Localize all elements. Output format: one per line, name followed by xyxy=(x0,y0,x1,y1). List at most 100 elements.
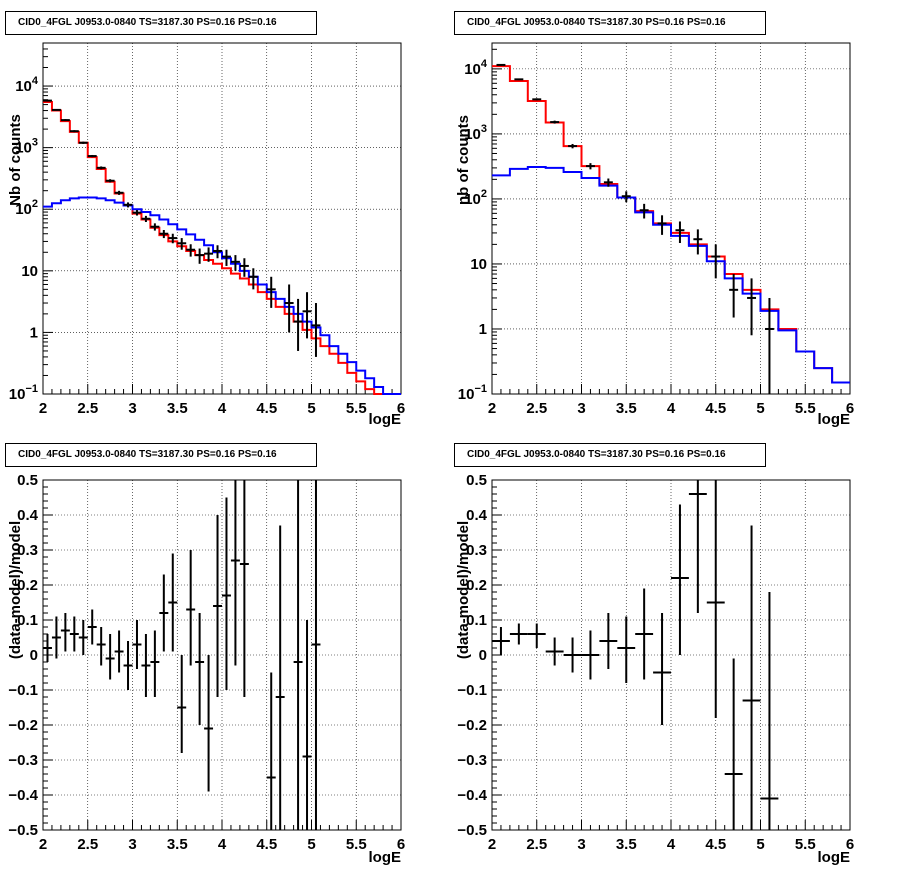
data-point xyxy=(492,627,510,655)
data-point xyxy=(509,623,528,645)
data-point xyxy=(132,620,142,669)
data-point xyxy=(764,297,774,394)
data-point xyxy=(311,303,321,357)
y-tick-label: 10−1 xyxy=(458,383,487,403)
x-tick-label: 6 xyxy=(846,400,854,417)
x-tick-label: 3 xyxy=(128,400,136,417)
data-point xyxy=(653,613,671,725)
data-point xyxy=(114,190,124,195)
y-tick-label: −0.2 xyxy=(457,717,487,734)
data-point xyxy=(43,99,52,102)
data-point xyxy=(96,166,106,170)
data-point xyxy=(532,98,542,101)
chart-title: CID0_4FGL J0953.0-0840 TS=3187.30 PS=0.1… xyxy=(454,443,766,467)
data-point xyxy=(747,278,757,336)
data-point xyxy=(222,249,231,266)
y-tick-label: −0.1 xyxy=(8,682,38,699)
x-tick-label: 5 xyxy=(307,400,315,417)
data-point xyxy=(581,630,600,680)
x-tick-label: 5.5 xyxy=(795,836,816,853)
y-axis-label: (data-model)/model xyxy=(455,521,472,659)
data-point xyxy=(599,613,618,669)
y-axis-label: (data-model)/model xyxy=(7,521,24,659)
histogram-line-2 xyxy=(492,165,850,384)
plot-frame xyxy=(42,42,402,395)
chart-title: CID0_4FGL J0953.0-0840 TS=3187.30 PS=0.1… xyxy=(5,443,317,467)
x-tick-label: 5.5 xyxy=(795,400,816,417)
data-point xyxy=(293,480,303,830)
data-point xyxy=(168,233,178,244)
data-point xyxy=(123,202,133,208)
data-point xyxy=(302,292,312,339)
data-point xyxy=(545,637,564,666)
x-tick-label: 3 xyxy=(128,836,136,853)
data-point xyxy=(230,480,240,666)
y-tick-label: −0.4 xyxy=(457,787,487,804)
x-axis-label: logE xyxy=(369,411,402,428)
data-point xyxy=(496,63,506,66)
data-point xyxy=(43,634,52,662)
y-tick-label: 0.2 xyxy=(466,577,487,594)
y-axis-label: Nb of counts xyxy=(7,114,24,206)
data-point xyxy=(87,154,97,158)
x-tick-label: 2.5 xyxy=(77,400,98,417)
data-point xyxy=(204,247,214,262)
data-point xyxy=(527,623,546,648)
y-tick-label: 103 xyxy=(15,137,38,157)
data-point xyxy=(132,210,142,216)
data-point xyxy=(239,258,249,277)
data-point xyxy=(639,203,649,219)
y-tick-label: −0.5 xyxy=(457,822,487,839)
x-tick-label: 2 xyxy=(488,400,496,417)
x-tick-label: 4.5 xyxy=(256,400,277,417)
data-point xyxy=(585,163,595,170)
data-point xyxy=(671,504,689,655)
x-tick-label: 4.5 xyxy=(705,400,726,417)
chart-panel-3: 2 2.5 3 3.5 4 4.5 5 5.5 6 −0.5 −0.4 −0.3 −0.2 −0.1 0 0.… xyxy=(7,472,405,866)
data-point xyxy=(621,191,631,203)
x-tick-label: 3.5 xyxy=(616,836,637,853)
y-tick-label: 0.1 xyxy=(466,612,487,629)
y-tick-label: 10−1 xyxy=(9,383,38,403)
chart-panel-2: 2 2.5 3 3.5 4 4.5 5 5.5 6 10−1 1 10 102 103 104 logE nb … xyxy=(455,42,854,428)
y-axis-label: nb of counts xyxy=(455,115,472,205)
data-point xyxy=(141,634,151,697)
data-point xyxy=(729,274,739,318)
data-point xyxy=(195,248,205,264)
x-tick-label: 4 xyxy=(218,400,227,417)
data-point xyxy=(51,108,61,111)
data-point xyxy=(706,480,725,718)
data-point xyxy=(195,613,205,725)
y-tick-label: 10 xyxy=(470,256,487,273)
data-point xyxy=(87,609,97,645)
data-point xyxy=(311,480,321,830)
x-tick-label: 2 xyxy=(39,836,47,853)
data-point xyxy=(177,655,187,753)
y-tick-label: 0.3 xyxy=(17,542,38,559)
data-point xyxy=(69,130,79,133)
data-point xyxy=(141,215,151,223)
data-point xyxy=(213,515,222,697)
data-point xyxy=(96,627,106,666)
data-point xyxy=(693,229,703,255)
data-point xyxy=(168,553,178,652)
data-point xyxy=(186,550,196,666)
data-point xyxy=(230,255,240,271)
x-tick-label: 6 xyxy=(397,400,405,417)
data-point xyxy=(302,620,312,830)
y-tick-label: 104 xyxy=(15,75,39,95)
x-tick-label: 4.5 xyxy=(705,836,726,853)
data-point xyxy=(675,221,685,243)
data-point xyxy=(186,244,196,257)
x-tick-label: 3.5 xyxy=(616,400,637,417)
x-tick-label: 4 xyxy=(667,400,676,417)
x-tick-label: 2.5 xyxy=(77,836,98,853)
data-point xyxy=(213,245,222,259)
data-point xyxy=(177,238,187,250)
x-axis-label: logE xyxy=(369,849,402,866)
x-tick-label: 3.5 xyxy=(167,400,188,417)
y-tick-label: 0.3 xyxy=(466,542,487,559)
x-tick-label: 6 xyxy=(846,836,854,853)
x-tick-label: 2.5 xyxy=(526,400,547,417)
data-point xyxy=(514,78,524,81)
